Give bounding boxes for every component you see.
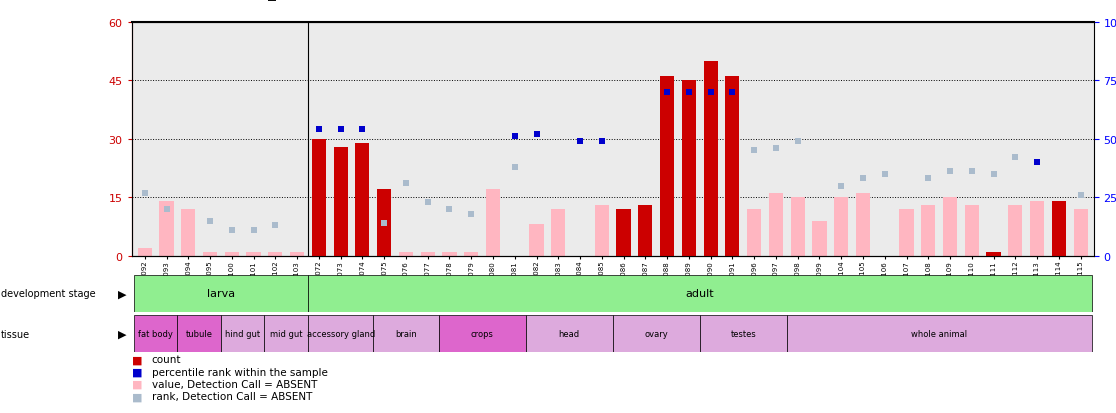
Bar — [177, 316, 221, 352]
Bar — [355, 143, 369, 256]
Bar — [812, 221, 827, 256]
Bar — [203, 252, 218, 256]
Text: larva: larva — [206, 289, 235, 299]
Bar — [595, 206, 609, 256]
Bar — [638, 206, 653, 256]
Bar — [308, 316, 373, 352]
Bar — [1051, 202, 1066, 256]
Bar — [790, 198, 805, 256]
Bar — [943, 198, 958, 256]
Text: percentile rank within the sample: percentile rank within the sample — [152, 367, 328, 377]
Bar — [485, 190, 500, 256]
Text: hind gut: hind gut — [225, 329, 260, 338]
Bar — [421, 252, 435, 256]
Text: head: head — [559, 329, 579, 338]
Bar — [439, 316, 526, 352]
Bar — [334, 147, 348, 256]
Bar — [160, 202, 174, 256]
Bar — [1008, 206, 1022, 256]
Bar — [221, 316, 264, 352]
Text: count: count — [152, 354, 181, 364]
Bar — [442, 252, 456, 256]
Bar — [834, 198, 848, 256]
Bar — [616, 209, 631, 256]
Text: ■: ■ — [132, 367, 142, 377]
Bar — [660, 77, 674, 256]
Text: crops: crops — [471, 329, 493, 338]
Bar — [398, 252, 413, 256]
Bar — [464, 252, 479, 256]
Text: tissue: tissue — [1, 329, 30, 339]
Bar — [377, 190, 392, 256]
Bar — [747, 209, 761, 256]
Bar — [964, 206, 979, 256]
Bar — [308, 275, 1091, 312]
Bar — [134, 316, 177, 352]
Text: value, Detection Call = ABSENT: value, Detection Call = ABSENT — [152, 379, 317, 389]
Text: ■: ■ — [132, 354, 142, 364]
Bar — [856, 194, 870, 256]
Text: ■: ■ — [132, 392, 142, 401]
Text: ▶: ▶ — [117, 329, 126, 339]
Text: adult: adult — [685, 289, 714, 299]
Text: ■: ■ — [132, 379, 142, 389]
Bar — [1030, 202, 1045, 256]
Bar — [551, 209, 566, 256]
Bar — [613, 316, 700, 352]
Bar — [700, 316, 787, 352]
Bar — [529, 225, 543, 256]
Bar — [311, 140, 326, 256]
Bar — [526, 316, 613, 352]
Bar — [290, 252, 305, 256]
Bar — [787, 316, 1091, 352]
Bar — [725, 77, 740, 256]
Bar — [181, 209, 195, 256]
Bar — [987, 252, 1001, 256]
Bar — [899, 209, 914, 256]
Bar — [921, 206, 935, 256]
Bar — [769, 194, 783, 256]
Bar — [1074, 209, 1088, 256]
Bar — [134, 275, 308, 312]
Text: rank, Detection Call = ABSENT: rank, Detection Call = ABSENT — [152, 392, 312, 401]
Bar — [224, 252, 239, 256]
Bar — [373, 316, 439, 352]
Text: whole animal: whole animal — [911, 329, 968, 338]
Text: brain: brain — [395, 329, 416, 338]
Text: development stage: development stage — [1, 289, 96, 299]
Text: testes: testes — [730, 329, 757, 338]
Bar — [682, 81, 696, 256]
Bar — [703, 62, 718, 256]
Text: accessory gland: accessory gland — [307, 329, 375, 338]
Text: tubule: tubule — [185, 329, 213, 338]
Bar — [137, 248, 152, 256]
Bar — [247, 252, 261, 256]
Text: ▶: ▶ — [117, 289, 126, 299]
Text: ovary: ovary — [644, 329, 668, 338]
Bar — [264, 316, 308, 352]
Text: fat body: fat body — [138, 329, 173, 338]
Text: mid gut: mid gut — [270, 329, 302, 338]
Bar — [268, 252, 282, 256]
